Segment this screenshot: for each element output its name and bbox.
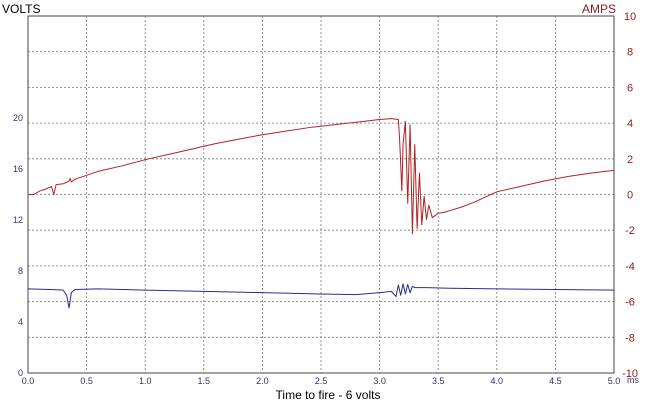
right-tick-label: -4 (625, 261, 635, 273)
tick-labels: 0.0 0.5 1.0 1.5 2.0 2.5 3.0 3.5 4.0 4.5 5.01086420… (13, 11, 638, 386)
left-tick-label: 12 (13, 215, 23, 225)
x-tick-label: 5.0 (608, 376, 621, 386)
left-tick-label: 20 (13, 113, 23, 123)
x-tick-label: 3.0 (373, 376, 386, 386)
x-tick-label: 3.5 (432, 376, 445, 386)
left-tick-label: 0 (18, 368, 23, 378)
x-tick-label: 2.5 (315, 376, 328, 386)
left-tick-label: 16 (13, 164, 23, 174)
left-axis-title: VOLTS (2, 2, 40, 16)
right-axis-title: AMPS (582, 2, 616, 16)
right-tick-label: 6 (627, 82, 633, 94)
x-tick-label: 2.0 (256, 376, 269, 386)
series-lines (27, 118, 615, 309)
x-tick-label: 0.0 (22, 376, 35, 386)
right-tick-label: 2 (627, 154, 633, 166)
right-tick-label: 0 (627, 190, 633, 202)
grid (27, 15, 615, 374)
left-tick-label: 8 (18, 266, 23, 276)
left-tick-label: 4 (18, 317, 23, 327)
x-tick-label: 1.0 (139, 376, 152, 386)
x-tick-label: 0.5 (80, 376, 93, 386)
right-tick-label: -2 (625, 225, 635, 237)
right-tick-label: 10 (624, 11, 636, 23)
series-line-amps (28, 118, 615, 235)
right-tick-label: -6 (625, 297, 635, 309)
x-tick-label: 1.5 (198, 376, 211, 386)
right-tick-label: -10 (622, 368, 638, 380)
series-line-volts (27, 283, 615, 309)
x-unit-label: ms (627, 375, 639, 385)
x-tick-label: 4.5 (549, 376, 562, 386)
x-axis-title: Time to fire - 6 volts (276, 388, 381, 402)
x-tick-label: 4.0 (491, 376, 504, 386)
right-tick-label: -8 (625, 332, 635, 344)
right-tick-label: 4 (627, 118, 633, 130)
right-tick-label: 8 (627, 47, 633, 59)
